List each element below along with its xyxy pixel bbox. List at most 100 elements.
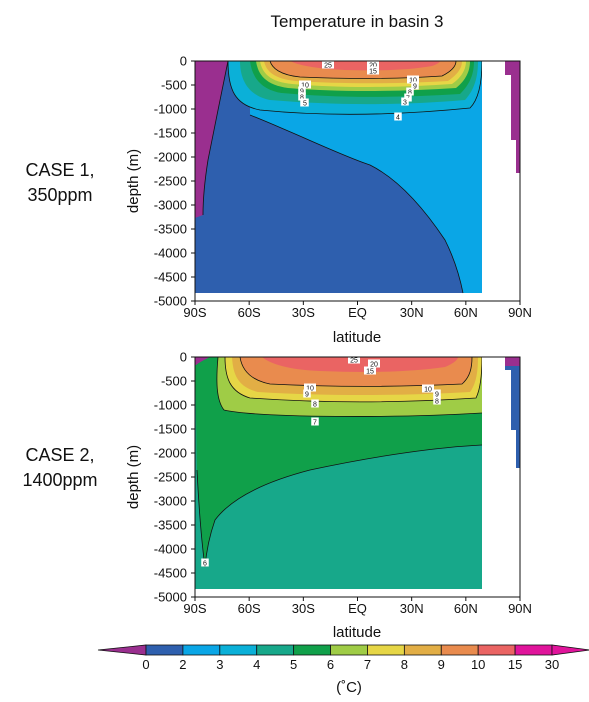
colorbar-level-label: 0 <box>142 657 149 672</box>
figure-title: Temperature in basin 3 <box>271 12 444 31</box>
contour-label: 9 <box>435 392 439 399</box>
x-tick-label: 90N <box>508 601 532 616</box>
y-tick-label: -1500 <box>154 422 187 437</box>
colorbar-swatch <box>330 644 368 656</box>
y-tick-label: -1500 <box>154 126 187 141</box>
contour-label-bg <box>394 112 402 121</box>
y-tick-label: -2000 <box>154 150 187 165</box>
y-tick-label: -500 <box>161 374 187 389</box>
colorbar-level-label: 10 <box>471 657 485 672</box>
y-tick-label: -5000 <box>154 590 187 605</box>
contour-label-bg <box>368 359 380 368</box>
colorbar-unit: (˚C) <box>336 679 362 696</box>
case1-label-line2: 350ppm <box>27 185 92 205</box>
contour-label: 25 <box>350 358 358 365</box>
colorbar-level-label: 4 <box>253 657 260 672</box>
colorbar-arrow-high <box>551 644 589 656</box>
contour-label: 8 <box>408 90 412 97</box>
contour-label: 20 <box>370 362 378 369</box>
contour-label: 6 <box>203 561 207 568</box>
contour-label: 20 <box>369 63 377 70</box>
case2-contour-6 <box>196 444 483 568</box>
contour-label-bg <box>406 87 414 96</box>
colorbar-level-label: 8 <box>401 657 408 672</box>
colorbar: 0 2 3 4 5 6 7 8 9 10 15 30 (˚C) <box>97 644 589 696</box>
contour-label-bg <box>322 60 334 69</box>
colorbar-labels: 0 2 3 4 5 6 7 8 9 10 15 30 <box>142 657 559 672</box>
y-tick-label: -4500 <box>154 270 187 285</box>
colorbar-level-label: 7 <box>364 657 371 672</box>
case1-land-mask <box>482 61 505 301</box>
case1-contour-10 <box>269 60 457 79</box>
case2-contour-10 <box>239 356 473 387</box>
x-tick-label: EQ <box>348 601 367 616</box>
contour-label: 10 <box>409 78 417 85</box>
contour-label: 8 <box>300 95 304 102</box>
contour-label: 9 <box>305 392 309 399</box>
colorbar-swatch <box>367 644 405 656</box>
colorbar-level-label: 30 <box>545 657 559 672</box>
case1-band-3-4 <box>250 61 482 293</box>
contour-label: 3 <box>403 100 407 107</box>
x-tick-label: 30S <box>292 305 315 320</box>
case2-arctic-land2 <box>511 430 516 597</box>
colorbar-level-label: 9 <box>438 657 445 672</box>
contour-label: 7 <box>313 420 317 427</box>
colorbar-swatch <box>293 644 331 656</box>
x-tick-label: 60S <box>238 601 261 616</box>
case2-arctic-top <box>505 357 520 366</box>
y-tick-label: -2500 <box>154 470 187 485</box>
contour-label: 10 <box>301 83 309 90</box>
case2-xlabel: latitude <box>333 624 381 641</box>
colorbar-swatch <box>145 644 184 656</box>
case2-band-0-2 <box>195 357 210 365</box>
contour-label-bg <box>311 399 319 408</box>
x-tick-label: 90S <box>183 601 206 616</box>
x-tick-label: 30S <box>292 601 315 616</box>
case2-band-15-30 <box>262 357 458 372</box>
case2-contour-8 <box>224 356 483 403</box>
y-tick-label: -3000 <box>154 494 187 509</box>
contour-label-bg <box>301 98 309 107</box>
contour-label-bg <box>367 66 379 75</box>
case2-ylabel: depth (m) <box>125 445 142 509</box>
contour-label-bg <box>433 396 441 405</box>
y-tick-label: -3500 <box>154 518 187 533</box>
contour-label-bg <box>311 417 319 426</box>
contour-label-bg <box>367 60 379 69</box>
x-tick-label: 30N <box>400 305 424 320</box>
contour-label: 10 <box>306 386 314 393</box>
panel-case1: CASE 1, 350ppm 2520151098751098 <box>25 54 531 347</box>
contour-label-bg <box>401 97 409 106</box>
case1-arctic-land <box>505 75 511 301</box>
case1-contour-labels: 2520151098751098734 <box>298 60 419 122</box>
colorbar-level-label: 5 <box>290 657 297 672</box>
case1-contour-4 <box>227 60 483 115</box>
case1-y-ticks: 0 -500 -1000 -1500 -2000 -2500 -3000 -3500 -4000… <box>154 54 195 309</box>
contour-label-bg <box>299 80 311 89</box>
y-tick-label: 0 <box>180 350 187 365</box>
contour-label-bg <box>348 355 360 364</box>
y-tick-label: -4500 <box>154 566 187 581</box>
colorbar-swatch <box>514 644 553 656</box>
contour-label-bg <box>422 384 434 393</box>
colorbar-swatch <box>219 644 258 656</box>
contour-label-bg <box>364 366 376 375</box>
y-tick-label: -4000 <box>154 246 187 261</box>
contour-label-bg <box>298 92 306 101</box>
y-tick-label: -5000 <box>154 294 187 309</box>
case2-contour-7 <box>216 356 483 417</box>
contour-label: 25 <box>324 63 332 70</box>
contour-label: 9 <box>413 84 417 91</box>
colorbar-level-label: 15 <box>508 657 522 672</box>
y-tick-label: -500 <box>161 78 187 93</box>
case1-contour-0 <box>202 60 229 216</box>
case2-x-ticks: 90S 60S 30S EQ 30N 60N 90N <box>183 597 532 616</box>
colorbar-arrow-low <box>97 644 147 656</box>
case2-label-line1: CASE 2, <box>25 445 94 465</box>
x-tick-label: 60N <box>454 601 478 616</box>
